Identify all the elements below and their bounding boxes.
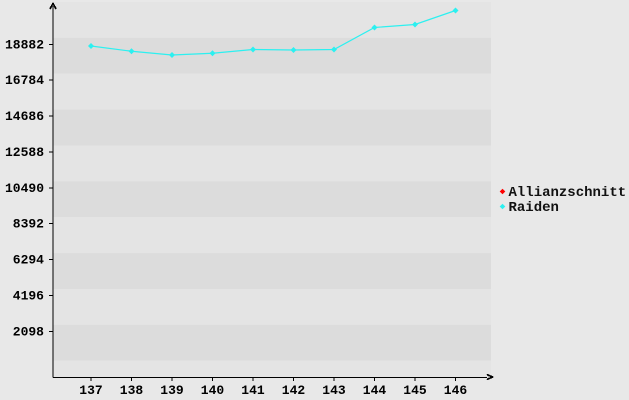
svg-text:Raiden: Raiden	[509, 200, 559, 216]
svg-text:139: 139	[160, 383, 184, 398]
svg-text:146: 146	[444, 383, 468, 398]
svg-text:Allianzschnitt: Allianzschnitt	[509, 185, 627, 201]
svg-text:4196: 4196	[13, 288, 44, 303]
svg-text:143: 143	[322, 383, 346, 398]
svg-text:145: 145	[403, 383, 427, 398]
svg-text:138: 138	[120, 383, 144, 398]
svg-text:14686: 14686	[5, 109, 44, 124]
svg-text:2098: 2098	[13, 324, 44, 339]
svg-text:142: 142	[282, 383, 306, 398]
svg-text:141: 141	[241, 383, 265, 398]
svg-text:12588: 12588	[5, 145, 44, 160]
svg-text:137: 137	[79, 383, 102, 398]
svg-text:144: 144	[363, 383, 387, 398]
svg-text:8392: 8392	[13, 217, 44, 232]
svg-text:6294: 6294	[13, 253, 44, 268]
svg-text:140: 140	[201, 383, 225, 398]
svg-text:16784: 16784	[5, 73, 44, 88]
svg-text:10490: 10490	[5, 181, 44, 196]
svg-text:18882: 18882	[5, 37, 44, 52]
